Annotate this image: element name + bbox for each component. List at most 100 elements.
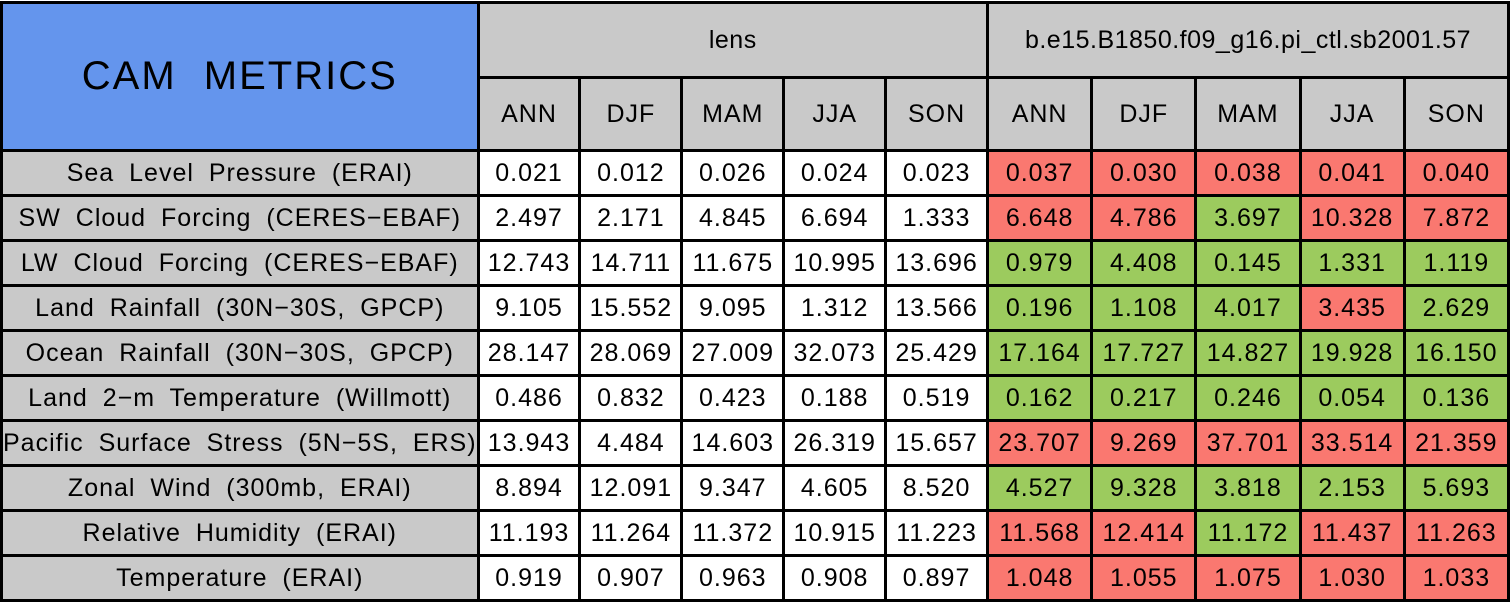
lens-value-cell: 2.171 [578,194,684,242]
metric-label-cell: Temperature (ERAI) [0,554,480,602]
case-value-cell-worse: 11.263 [1402,509,1510,557]
lens-value-cell: 6.694 [782,194,888,242]
lens-value-cell: 0.963 [680,554,786,602]
lens-value-cell: 8.520 [884,464,990,512]
case-value-cell-worse: 10.328 [1298,194,1406,242]
case-value-cell-worse: 1.030 [1298,554,1406,602]
column-group-lens: lens [476,0,990,80]
lens-value-cell: 11.264 [578,509,684,557]
lens-value-cell: 0.908 [782,554,888,602]
lens-value-cell: 0.021 [476,149,582,197]
case-value-cell-better: 3.697 [1194,194,1302,242]
case-value-cell-better: 0.054 [1298,374,1406,422]
case-value-cell-better: 1.119 [1402,239,1510,287]
case-value-cell-worse: 11.568 [986,509,1094,557]
case-value-cell-better: 19.928 [1298,329,1406,377]
case-value-cell-better: 0.136 [1402,374,1510,422]
case-value-cell-worse: 1.048 [986,554,1094,602]
table-row: Land 2−m Temperature (Willmott) 0.486 0.83… [0,374,1510,422]
case-value-cell-better: 0.196 [986,284,1094,332]
case-value-cell-worse: 0.041 [1298,149,1406,197]
lens-value-cell: 9.347 [680,464,786,512]
season-header-lens-son: SON [884,76,990,152]
lens-value-cell: 0.907 [578,554,684,602]
table-row: Relative Humidity (ERAI) 11.193 11.264 11.3… [0,509,1510,557]
case-value-cell-better: 4.408 [1090,239,1198,287]
lens-value-cell: 13.696 [884,239,990,287]
case-value-cell-better: 1.331 [1298,239,1406,287]
lens-value-cell: 13.566 [884,284,990,332]
lens-value-cell: 9.095 [680,284,786,332]
case-value-cell-better: 16.150 [1402,329,1510,377]
lens-value-cell: 14.711 [578,239,684,287]
column-group-case: b.e15.B1850.f09_g16.pi_ctl.sb2001.57 [986,0,1510,80]
lens-value-cell: 0.188 [782,374,888,422]
metric-label: LW Cloud Forcing (CERES−EBAF) [20,248,459,277]
season-header-case-mam: MAM [1194,76,1302,152]
lens-value-cell: 4.605 [782,464,888,512]
table-title: CAM METRICS [81,54,398,98]
case-value-cell-worse: 7.872 [1402,194,1510,242]
lens-value-cell: 11.675 [680,239,786,287]
lens-value-cell: 26.319 [782,419,888,467]
lens-value-cell: 4.484 [578,419,684,467]
lens-value-cell: 28.147 [476,329,582,377]
metric-label-cell: Land 2−m Temperature (Willmott) [0,374,480,422]
case-value-cell-better: 14.827 [1194,329,1302,377]
case-value-cell-better: 3.818 [1194,464,1302,512]
table-row: Zonal Wind (300mb, ERAI) 8.894 12.091 9.347… [0,464,1510,512]
case-value-cell-worse: 0.038 [1194,149,1302,197]
table-row: SW Cloud Forcing (CERES−EBAF) 2.497 2.171 4… [0,194,1510,242]
season-header-case-son: SON [1402,76,1510,152]
case-value-cell-worse: 4.786 [1090,194,1198,242]
case-value-cell-worse: 1.075 [1194,554,1302,602]
lens-value-cell: 12.091 [578,464,684,512]
lens-value-cell: 15.657 [884,419,990,467]
lens-value-cell: 11.223 [884,509,990,557]
lens-value-cell: 2.497 [476,194,582,242]
lens-value-cell: 0.012 [578,149,684,197]
metric-label: Ocean Rainfall (30N−30S, GPCP) [25,338,454,367]
metric-label: Zonal Wind (300mb, ERAI) [67,473,412,502]
case-value-cell-better: 0.246 [1194,374,1302,422]
table-row: Land Rainfall (30N−30S, GPCP) 9.105 15.552… [0,284,1510,332]
season-header-case-ann: ANN [986,76,1094,152]
metric-label: SW Cloud Forcing (CERES−EBAF) [18,203,462,232]
lens-value-cell: 0.026 [680,149,786,197]
case-value-cell-worse: 33.514 [1298,419,1406,467]
season-header-lens-mam: MAM [680,76,786,152]
lens-value-cell: 0.897 [884,554,990,602]
column-group-header-row: CAM METRICS lens b.e15.B1850.f09_g16.pi_… [0,0,1510,152]
table-row: Pacific Surface Stress (5N−5S, ERS) 13.94… [0,419,1510,467]
case-value-cell-better: 0.979 [986,239,1094,287]
lens-value-cell: 0.423 [680,374,786,422]
lens-value-cell: 28.069 [578,329,684,377]
lens-value-cell: 10.995 [782,239,888,287]
season-header-case-djf: DJF [1090,76,1198,152]
metric-label-cell: Pacific Surface Stress (5N−5S, ERS) [0,419,480,467]
lens-value-cell: 14.603 [680,419,786,467]
lens-value-cell: 12.743 [476,239,582,287]
case-value-cell-better: 17.164 [986,329,1094,377]
table-row: Sea Level Pressure (ERAI) 0.021 0.012 0.026… [0,149,1510,197]
case-value-cell-worse: 1.033 [1402,554,1510,602]
case-value-cell-worse: 9.269 [1090,419,1198,467]
lens-value-cell: 32.073 [782,329,888,377]
lens-value-cell: 0.832 [578,374,684,422]
table-title-cell: CAM METRICS [0,1,480,152]
metric-label: Relative Humidity (ERAI) [82,518,397,547]
case-value-cell-better: 4.017 [1194,284,1302,332]
lens-value-cell: 0.519 [884,374,990,422]
lens-value-cell: 13.943 [476,419,582,467]
case-value-cell-worse: 1.055 [1090,554,1198,602]
lens-value-cell: 8.894 [476,464,582,512]
lens-value-cell: 27.009 [680,329,786,377]
case-value-cell-worse: 0.040 [1402,149,1510,197]
season-header-lens-ann: ANN [476,76,582,152]
case-value-cell-worse: 12.414 [1090,509,1198,557]
metric-label-cell: Land Rainfall (30N−30S, GPCP) [0,284,480,332]
table-row: Ocean Rainfall (30N−30S, GPCP) 28.147 28.0… [0,329,1510,377]
lens-value-cell: 0.919 [476,554,582,602]
table-row: LW Cloud Forcing (CERES−EBAF) 12.743 14.71… [0,239,1510,287]
